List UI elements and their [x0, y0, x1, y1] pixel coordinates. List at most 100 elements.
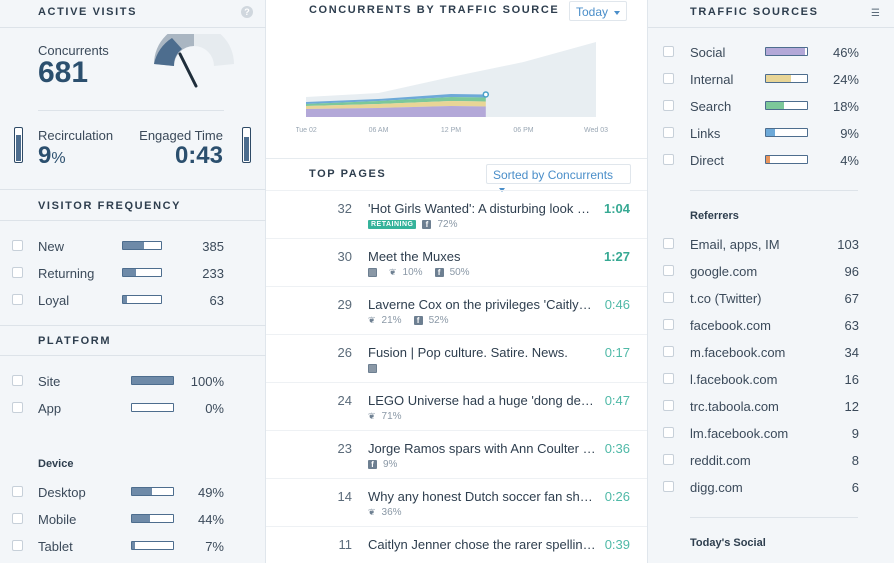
checkbox[interactable] — [12, 402, 23, 413]
page-title-link[interactable]: Meet the Muxes — [368, 249, 461, 264]
checkbox[interactable] — [663, 265, 674, 276]
top-page-row[interactable]: 30 Meet the Muxes 1:27 ❦ 10% f 50% — [266, 238, 647, 286]
facebook-share-value: 72% — [437, 219, 458, 230]
visitor-frequency-row[interactable]: Returning 233 — [0, 260, 266, 287]
top-page-row[interactable]: 32 'Hot Girls Wanted': A disturbing look … — [266, 190, 647, 238]
filter-icon[interactable]: ☰ — [871, 8, 880, 19]
checkbox[interactable] — [12, 294, 23, 305]
top-page-row[interactable]: 26 Fusion | Pop culture. Satire. News. 0:1… — [266, 334, 647, 382]
sort-dropdown[interactable]: Sorted by Concurrents — [486, 164, 631, 192]
device-bar — [131, 514, 174, 523]
page-title-link[interactable]: 'Hot Girls Wanted': A disturbing look at… — [368, 201, 596, 216]
top-page-row[interactable]: 11 Caitlyn Jenner chose the rarer spellin… — [266, 526, 647, 563]
referrer-label: google.com — [690, 264, 758, 279]
sort-value: Sorted by Concurrents — [493, 168, 614, 182]
page-title-link[interactable]: Caitlyn Jenner chose the rarer spelling … — [368, 537, 596, 552]
platform-row[interactable]: Site 100% — [0, 368, 266, 395]
traffic-source-bar — [765, 74, 808, 83]
checkbox[interactable] — [12, 240, 23, 251]
top-page-row[interactable]: 23 Jorge Ramos spars with Ann Coulter ove… — [266, 430, 647, 478]
checkbox[interactable] — [663, 400, 674, 411]
referrer-row[interactable]: reddit.com 8 — [648, 447, 894, 474]
facebook-icon: f — [368, 460, 377, 469]
traffic-source-row[interactable]: Direct 4% — [648, 147, 894, 174]
visitor-frequency-row[interactable]: New 385 — [0, 233, 266, 260]
divider — [266, 158, 647, 159]
device-row[interactable]: Mobile 44% — [0, 506, 266, 533]
traffic-source-bar — [765, 47, 808, 56]
page-meta: RETAINING f 72% — [368, 219, 470, 230]
page-engaged-time: 0:36 — [604, 441, 630, 456]
checkbox[interactable] — [663, 373, 674, 384]
checkbox[interactable] — [663, 319, 674, 330]
link-source — [368, 363, 383, 374]
referrer-row[interactable]: lm.facebook.com 9 — [648, 420, 894, 447]
page-title-link[interactable]: Why any honest Dutch soccer fan should b… — [368, 489, 596, 504]
facebook-share-value: 50% — [449, 267, 470, 278]
series-area-links — [306, 94, 486, 104]
twitter-share: ❦ 21% — [368, 315, 408, 326]
referrer-value: 9 — [851, 426, 859, 441]
date-range-dropdown[interactable]: Today — [569, 1, 628, 21]
device-label: Mobile — [38, 512, 77, 527]
referrer-row[interactable]: l.facebook.com 16 — [648, 366, 894, 393]
traffic-source-bar-fill — [766, 102, 785, 109]
page-title-link[interactable]: Fusion | Pop culture. Satire. News. — [368, 345, 568, 360]
device-row[interactable]: Tablet 7% — [0, 533, 266, 560]
checkbox[interactable] — [12, 267, 23, 278]
checkbox[interactable] — [663, 346, 674, 357]
checkbox[interactable] — [663, 127, 674, 138]
referrer-row[interactable]: google.com 96 — [648, 258, 894, 285]
checkbox[interactable] — [663, 73, 674, 84]
checkbox[interactable] — [663, 454, 674, 465]
top-page-row[interactable]: 29 Laverne Cox on the privileges 'Caitlyn… — [266, 286, 647, 334]
referrer-row[interactable]: facebook.com 63 — [648, 312, 894, 339]
divider — [0, 189, 266, 190]
referrer-label: Email, apps, IM — [690, 237, 780, 252]
page-concurrents: 23 — [337, 441, 352, 456]
top-page-row[interactable]: 14 Why any honest Dutch soccer fan should… — [266, 478, 647, 526]
divider — [690, 517, 858, 518]
traffic-source-row[interactable]: Links 9% — [648, 120, 894, 147]
page-title-link[interactable]: Laverne Cox on the privileges 'Caitlyn a… — [368, 297, 596, 312]
visitor-frequency-row[interactable]: Loyal 63 — [0, 287, 266, 314]
checkbox[interactable] — [663, 46, 674, 57]
checkbox[interactable] — [663, 154, 674, 165]
twitter-icon: ❦ — [389, 267, 397, 277]
checkbox[interactable] — [12, 513, 23, 524]
traffic-source-row[interactable]: Internal 24% — [648, 66, 894, 93]
referrer-row[interactable]: m.facebook.com 34 — [648, 339, 894, 366]
help-icon[interactable]: ? — [241, 6, 253, 18]
platform-title: Platform — [38, 335, 112, 347]
traffic-source-bar — [765, 155, 808, 164]
referrer-label: facebook.com — [690, 318, 771, 333]
twitter-share: ❦ 36% — [368, 507, 408, 518]
checkbox[interactable] — [663, 100, 674, 111]
device-row[interactable]: Desktop 49% — [0, 479, 266, 506]
checkbox[interactable] — [12, 540, 23, 551]
platform-row[interactable]: App 0% — [0, 395, 266, 422]
checkbox[interactable] — [663, 481, 674, 492]
checkbox[interactable] — [663, 427, 674, 438]
referrer-row[interactable]: Email, apps, IM 103 — [648, 231, 894, 258]
referrer-label: l.facebook.com — [690, 372, 778, 387]
referrer-row[interactable]: trc.taboola.com 12 — [648, 393, 894, 420]
checkbox[interactable] — [663, 238, 674, 249]
visitor-frequency-label: Loyal — [38, 293, 70, 308]
page-title-link[interactable]: LEGO Universe had a huge 'dong detection… — [368, 393, 596, 408]
visitor-frequency-value: 63 — [209, 293, 224, 308]
traffic-source-row[interactable]: Search 18% — [648, 93, 894, 120]
checkbox[interactable] — [12, 375, 23, 386]
divider — [0, 355, 266, 356]
referrer-row[interactable]: t.co (Twitter) 67 — [648, 285, 894, 312]
page-engaged-time: 0:46 — [604, 297, 630, 312]
traffic-source-row[interactable]: Social 46% — [648, 39, 894, 66]
checkbox[interactable] — [663, 292, 674, 303]
concurrents-area-chart: Tue 02 06 AM 12 PM 06 PM Wed 03 — [296, 42, 608, 134]
twitter-share: ❦ 10% — [389, 267, 429, 278]
checkbox[interactable] — [12, 486, 23, 497]
facebook-share: f 9% — [368, 459, 403, 470]
referrer-row[interactable]: digg.com 6 — [648, 474, 894, 501]
page-title-link[interactable]: Jorge Ramos spars with Ann Coulter over … — [368, 441, 596, 456]
top-page-row[interactable]: 24 LEGO Universe had a huge 'dong detecti… — [266, 382, 647, 430]
